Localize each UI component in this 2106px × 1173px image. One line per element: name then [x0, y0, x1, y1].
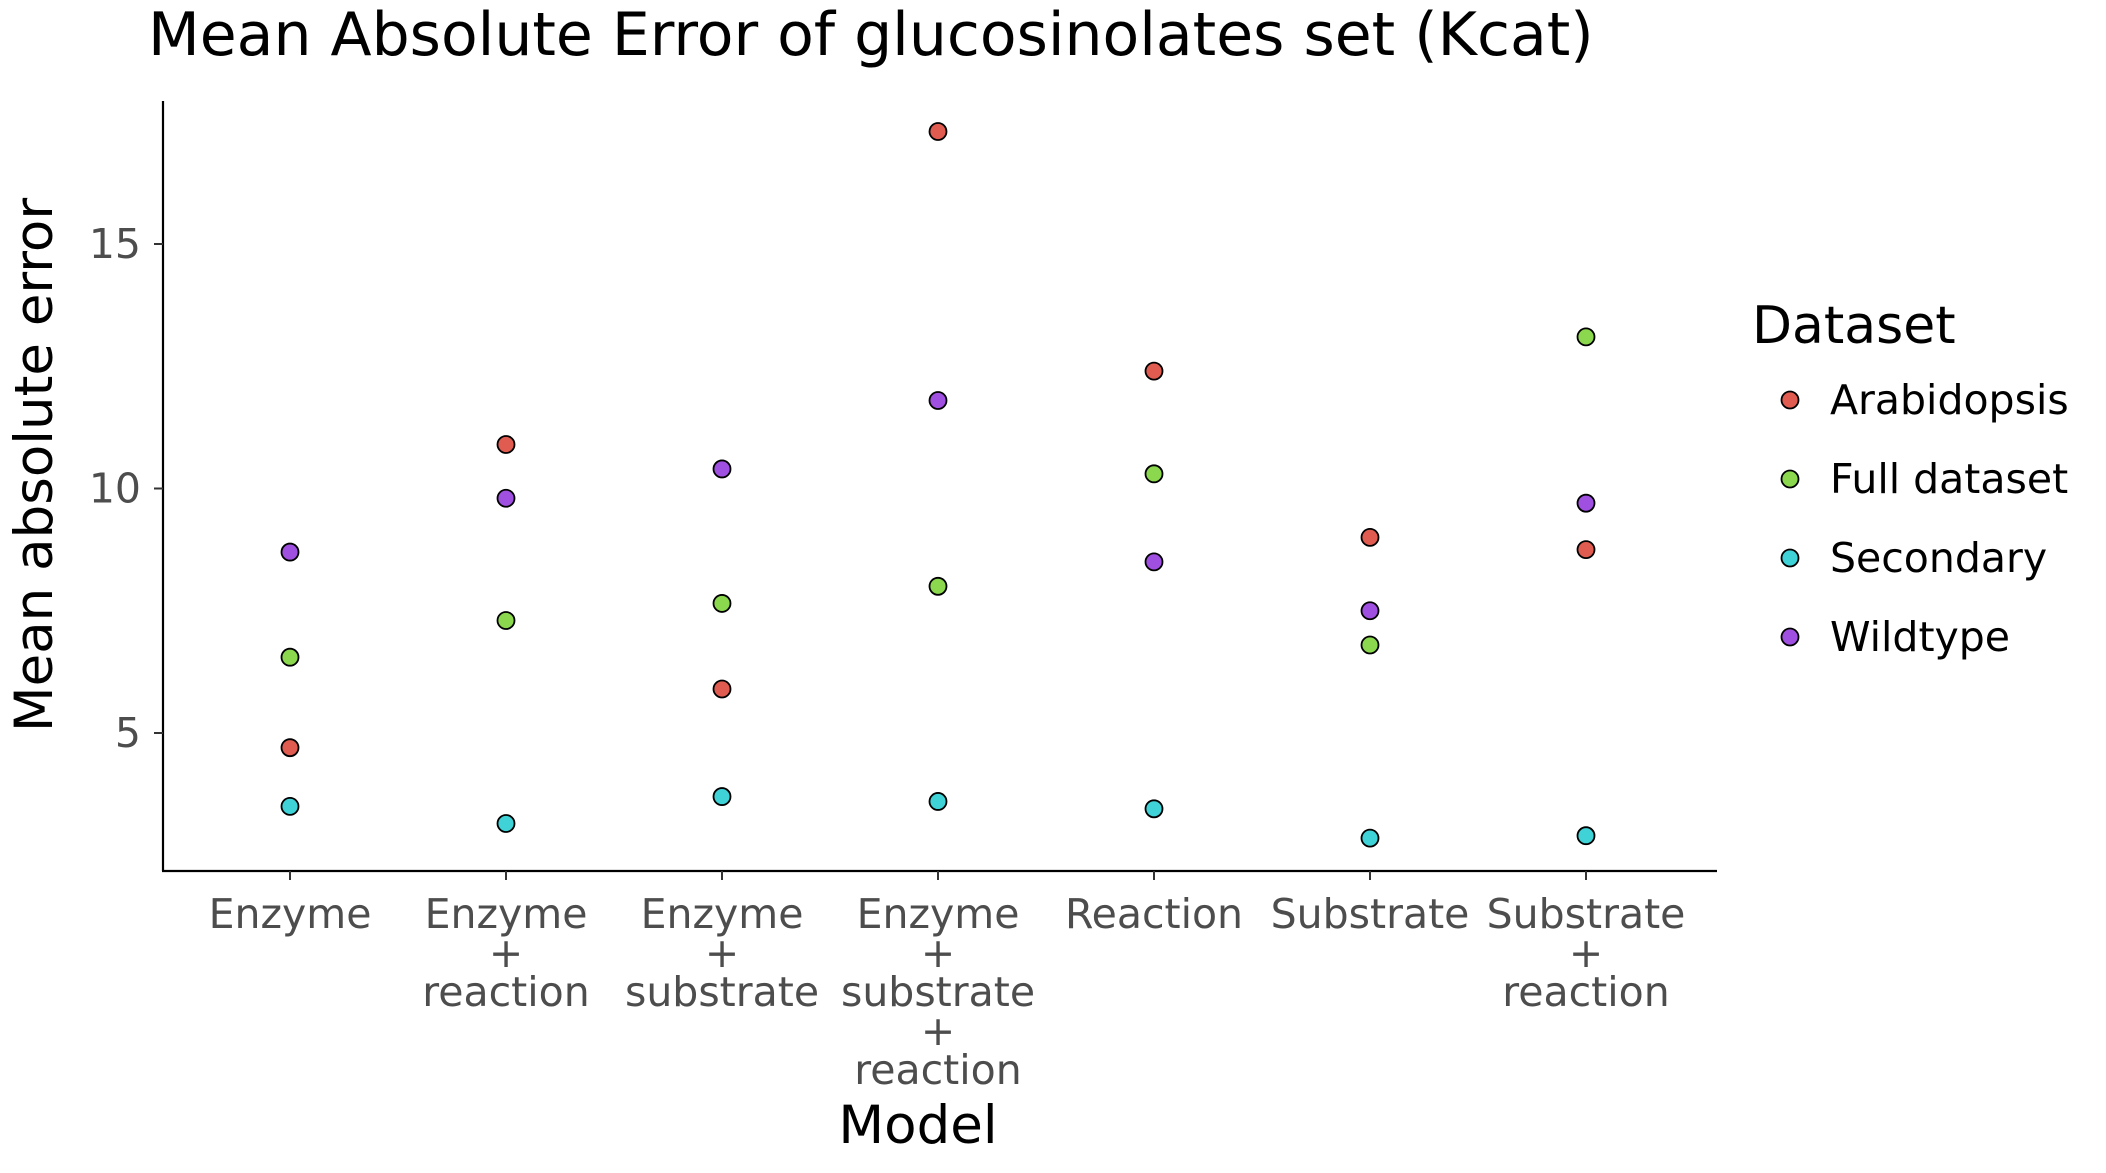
x-axis-title: Model: [838, 1095, 997, 1156]
x-tick-label: Enzyme: [209, 890, 372, 938]
point-wildtype: [1576, 493, 1596, 513]
point-secondary: [280, 796, 300, 816]
legend-label-full-dataset: Full dataset: [1830, 455, 2068, 503]
y-ticks: 5 10 15: [89, 220, 163, 757]
legend-key-wildtype: [1780, 627, 1800, 647]
legend-label-secondary: Secondary: [1830, 534, 2047, 582]
legend-label-wildtype: Wildtype: [1830, 613, 2010, 661]
point-full-dataset: [1360, 635, 1380, 655]
point-arabidopsis: [928, 122, 948, 141]
legend-title: Dataset: [1752, 296, 1956, 356]
point-secondary: [1576, 826, 1596, 846]
point-arabidopsis: [712, 679, 732, 699]
data-points: [280, 122, 1596, 848]
point-wildtype: [1144, 552, 1164, 572]
point-wildtype: [712, 459, 732, 479]
point-full-dataset: [1576, 327, 1596, 347]
legend-label-arabidopsis: Arabidopsis: [1830, 376, 2069, 424]
x-tick-label: Enzyme + substrate: [625, 890, 819, 1016]
x-tick-label: Substrate: [1271, 890, 1470, 938]
point-wildtype: [1360, 601, 1380, 621]
x-ticks: Enzyme Enzyme + reaction Enzyme + substrateEnz…: [209, 871, 1686, 1094]
point-arabidopsis: [1144, 361, 1164, 381]
legend-key-full-dataset: [1780, 469, 1800, 489]
legend-items: Arabidopsis Full dataset Secondary Wildtype: [1780, 376, 2069, 661]
y-axis-title: Mean absolute error: [4, 198, 65, 732]
point-arabidopsis: [1576, 540, 1596, 560]
point-secondary: [712, 787, 732, 806]
point-arabidopsis: [1360, 528, 1380, 547]
y-axis-title-group: Mean absolute error: [4, 198, 65, 732]
chart-title: Mean Absolute Error of glucosinolates se…: [148, 0, 1594, 70]
y-tick-label: 10: [89, 465, 141, 513]
point-full-dataset: [280, 647, 300, 667]
legend-key-secondary: [1780, 548, 1800, 568]
point-wildtype: [928, 391, 948, 410]
point-full-dataset: [928, 576, 948, 596]
point-arabidopsis: [496, 435, 516, 454]
point-secondary: [496, 814, 516, 833]
legend-key-arabidopsis: [1780, 390, 1800, 410]
x-tick-label: Substrate + reaction: [1487, 890, 1686, 1016]
legend: Dataset Arabidopsis Full dataset Secondary…: [1752, 296, 2069, 661]
x-tick-label: Enzyme + reaction: [422, 890, 589, 1016]
point-secondary: [1144, 799, 1164, 819]
point-wildtype: [496, 488, 516, 508]
point-arabidopsis: [280, 738, 300, 758]
y-tick-label: 5: [115, 709, 141, 757]
point-full-dataset: [496, 611, 516, 630]
y-tick-label: 15: [89, 220, 141, 268]
point-secondary: [1360, 828, 1380, 848]
point-full-dataset: [712, 594, 732, 613]
x-tick-label: Enzyme + substrate + reaction: [841, 890, 1035, 1094]
point-wildtype: [280, 542, 300, 562]
point-full-dataset: [1144, 464, 1164, 484]
x-tick-label: Reaction: [1065, 890, 1243, 938]
point-secondary: [928, 792, 948, 811]
